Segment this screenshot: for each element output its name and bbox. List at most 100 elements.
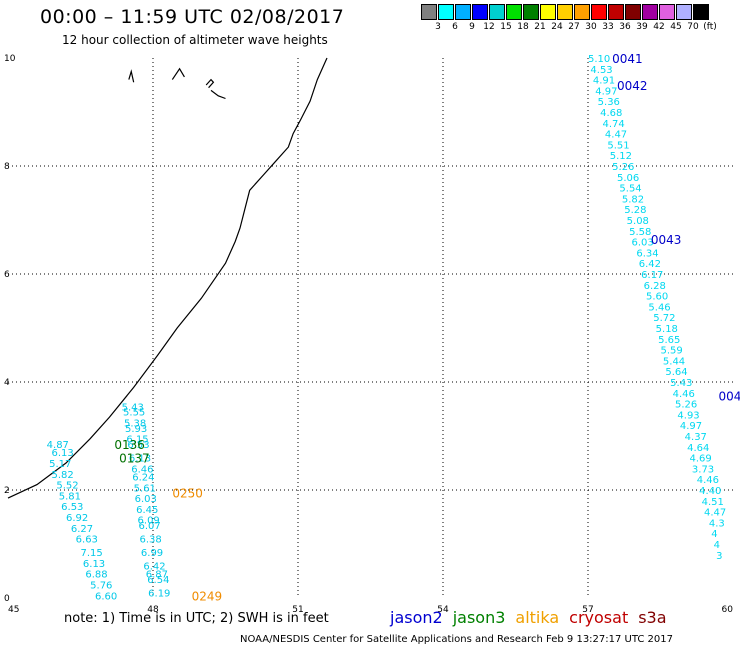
- legend-swatch: [625, 4, 641, 20]
- y-tick-label: 2: [4, 486, 10, 496]
- x-tick-label: 60: [722, 605, 734, 615]
- wave-height-value: 5.65: [658, 335, 680, 346]
- wave-height-value: 4: [711, 529, 717, 540]
- chart-subtitle: 12 hour collection of altimeter wave hei…: [62, 33, 328, 47]
- legend-swatch: [608, 4, 624, 20]
- wave-height-value: 6.07: [139, 521, 161, 532]
- legend-label: 36: [619, 22, 631, 32]
- wave-height-value: 5.06: [617, 173, 639, 184]
- legend-label: 39: [636, 22, 648, 32]
- pass-number-label: 0043: [651, 233, 682, 247]
- wave-height-value: 4.37: [685, 432, 707, 443]
- wave-height-value: 4.3: [709, 518, 725, 529]
- island-outline: [210, 89, 226, 100]
- legend-label: 70: [687, 22, 699, 32]
- wave-height-value: 5.81: [59, 491, 81, 502]
- wave-height-value: 5.18: [656, 324, 678, 335]
- wave-height-value: 4.69: [690, 454, 712, 465]
- wave-height-value: 4.87: [47, 440, 69, 451]
- x-tick-label: 57: [582, 605, 593, 615]
- wave-height-value: 5.58: [629, 227, 651, 238]
- pass-number-label: 0041: [612, 52, 643, 66]
- wave-height-value: 5.76: [90, 581, 112, 592]
- chart-title: 00:00 – 11:59 UTC 02/08/2017: [40, 6, 345, 28]
- wave-height-value: 6.13: [52, 448, 74, 459]
- wave-height-value: 6.19: [148, 589, 170, 600]
- wave-height-value: 6.13: [129, 454, 151, 465]
- island-outline: [128, 69, 135, 83]
- wave-height-value: 5.36: [598, 97, 620, 108]
- wave-height-value: 3: [716, 551, 722, 562]
- wave-height-value: 4.97: [680, 421, 702, 432]
- wave-height-value: 6.88: [85, 570, 107, 581]
- legend-label: 3: [435, 22, 441, 32]
- y-tick-label: 8: [4, 162, 10, 172]
- mission-jason2: jason2: [390, 608, 443, 627]
- legend-swatches: [421, 4, 710, 20]
- wave-height-value: 5.82: [52, 470, 74, 481]
- wave-height-value: 5.08: [627, 216, 649, 227]
- legend-label: 9: [469, 22, 475, 32]
- wave-height-value: 5.44: [663, 356, 685, 367]
- wave-height-value: 6.13: [83, 559, 105, 570]
- wave-height-value: 5.38: [124, 419, 146, 430]
- wave-height-value: 6.54: [147, 575, 169, 586]
- legend-label: 18: [517, 22, 529, 32]
- legend-swatch: [693, 4, 709, 20]
- x-tick-label: 51: [292, 605, 303, 615]
- legend-label: (ft): [703, 22, 717, 32]
- mission-cryosat: cryosat: [569, 608, 629, 627]
- mission-altika: altika: [515, 608, 560, 627]
- wave-height-value: 5.26: [675, 400, 697, 411]
- legend-swatch: [642, 4, 658, 20]
- wave-height-value: 3.73: [692, 464, 714, 475]
- wave-height-value: 5.59: [661, 346, 683, 357]
- wave-height-value: 5.72: [653, 313, 675, 324]
- wave-height-value: 4.68: [600, 108, 622, 119]
- legend-swatch: [676, 4, 692, 20]
- wave-height-value: 4.40: [699, 486, 721, 497]
- legend-swatch: [506, 4, 522, 20]
- wave-height-value: 5.52: [56, 481, 78, 492]
- legend-label: 33: [602, 22, 614, 32]
- legend-label: 45: [670, 22, 682, 32]
- wave-height-value: 5.12: [610, 151, 632, 162]
- color-legend: 3 6 9 12 15 18 21 24 27 30 33 36 39 42 45 70 (ft): [421, 4, 717, 34]
- wave-height-value: 4.47: [704, 508, 726, 519]
- legend-swatch: [438, 4, 454, 20]
- island-outline: [171, 67, 185, 80]
- wave-height-value: 6.17: [641, 270, 663, 281]
- wave-height-value: 6.27: [71, 524, 93, 535]
- legend-labels: 3 6 9 12 15 18 21 24 27 30 33 36 39 42 45 70 (ft): [421, 20, 717, 34]
- legend-label: 27: [568, 22, 580, 32]
- pass-number-label: 0250: [172, 487, 203, 501]
- legend-label: 21: [534, 22, 546, 32]
- wave-height-value: 4.64: [687, 443, 709, 454]
- pass-number-label: 0137: [119, 452, 150, 466]
- wave-height-value: 5.82: [622, 194, 644, 205]
- y-tick-label: 4: [4, 378, 10, 388]
- pass-number-label: 004: [719, 390, 740, 404]
- x-tick-label: 45: [8, 605, 19, 615]
- legend-swatch: [472, 4, 488, 20]
- wave-height-value: 4.74: [603, 119, 625, 130]
- wave-height-value: 6.15: [126, 435, 148, 446]
- wave-height-value: 5.61: [134, 483, 156, 494]
- wave-height-value: 6.24: [132, 473, 154, 484]
- legend-swatch: [557, 4, 573, 20]
- wave-height-value: 5.43: [670, 378, 692, 389]
- legend-swatch: [591, 4, 607, 20]
- wave-height-value: 4.47: [605, 130, 627, 141]
- legend-label: 42: [653, 22, 665, 32]
- wave-height-value: 6.46: [131, 464, 153, 475]
- pass-number-label: 0136: [114, 438, 145, 452]
- wave-height-value: 6.60: [95, 591, 117, 602]
- pass-number-label: 0042: [617, 79, 648, 93]
- legend-label: 15: [500, 22, 512, 32]
- mission-jason3: jason3: [452, 608, 506, 627]
- coastline: [7, 57, 328, 499]
- wave-height-value: 4.93: [677, 410, 699, 421]
- x-tick-label: 48: [147, 605, 159, 615]
- wave-height-value: 6.03: [135, 494, 157, 505]
